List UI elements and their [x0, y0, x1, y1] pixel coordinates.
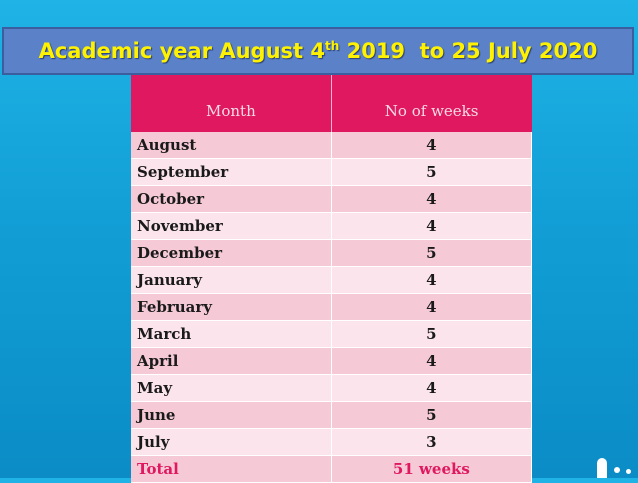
header-month: Month: [131, 75, 332, 132]
month-cell: June: [131, 401, 332, 429]
decorative-dot: [626, 469, 631, 474]
month-cell: February: [131, 293, 332, 321]
header-weeks: No of weeks: [331, 75, 532, 132]
weeks-cell: 5: [331, 320, 533, 348]
weeks-cell: 4: [331, 347, 533, 375]
table-row: November 4: [131, 212, 533, 240]
month-cell: October: [131, 185, 332, 213]
month-cell: September: [131, 158, 332, 186]
table-row: March 5: [131, 320, 533, 348]
table-row: June 5: [131, 401, 533, 429]
weeks-cell: 4: [331, 374, 533, 402]
table-row: February 4: [131, 293, 533, 321]
month-cell: March: [131, 320, 332, 348]
weeks-cell: 5: [331, 239, 533, 267]
table-row: July 3: [131, 428, 533, 456]
title-part-2: 2019 to 25 July 2020: [339, 39, 598, 63]
weeks-cell: 4: [331, 185, 533, 213]
table-body: August 4 September 5 October 4 November 4 De…: [131, 132, 533, 483]
table-row: September 5: [131, 158, 533, 186]
page-title: Academic year August 4th 2019 to 25 July…: [39, 39, 598, 63]
weeks-cell: 4: [331, 132, 533, 159]
table-row: August 4: [131, 132, 533, 159]
table-row: October 4: [131, 185, 533, 213]
month-cell: May: [131, 374, 332, 402]
weeks-cell: 4: [331, 212, 533, 240]
weeks-cell: 5: [331, 401, 533, 429]
month-cell: January: [131, 266, 332, 294]
table-row: April 4: [131, 347, 533, 375]
month-cell: April: [131, 347, 332, 375]
weeks-cell: 4: [331, 266, 533, 294]
weeks-cell: 4: [331, 293, 533, 321]
table-row: May 4: [131, 374, 533, 402]
weeks-cell: 5: [331, 158, 533, 186]
title-superscript: th: [325, 39, 340, 53]
table-row: December 5: [131, 239, 533, 267]
weeks-cell: 3: [331, 428, 533, 456]
month-cell: August: [131, 132, 332, 159]
month-cell: November: [131, 212, 332, 240]
title-part-1: Academic year August 4: [38, 39, 325, 63]
month-cell: December: [131, 239, 332, 267]
decorative-dot: [614, 467, 620, 473]
weeks-table-container: Month No of weeks August 4 September 5 Oct…: [131, 75, 533, 483]
month-cell: July: [131, 428, 332, 456]
table-header-row: Month No of weeks: [131, 75, 532, 132]
table-row: January 4: [131, 266, 533, 294]
total-label: Total: [131, 455, 332, 483]
weeks-table: Month No of weeks August 4 September 5 Oct…: [131, 75, 533, 483]
decorative-shape: [597, 458, 607, 478]
total-row: Total 51 weeks: [131, 455, 533, 483]
title-banner: Academic year August 4th 2019 to 25 July…: [2, 27, 634, 75]
total-value: 51 weeks: [331, 455, 533, 483]
